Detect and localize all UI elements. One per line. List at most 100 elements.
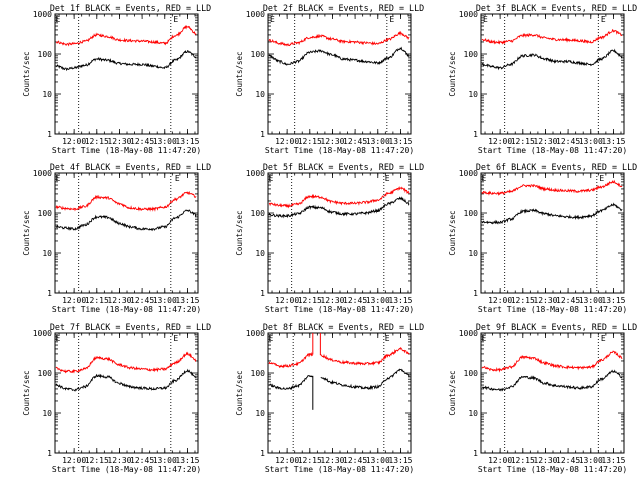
x-tick-label: 13:15: [601, 456, 625, 465]
x-tick-label: 13:00: [153, 137, 177, 146]
x-tick-label: 12:30: [320, 456, 344, 465]
x-tick-label: 12:15: [85, 456, 109, 465]
y-axis-label: Counts/sec: [235, 210, 244, 255]
x-tick-label: 12:00: [62, 456, 86, 465]
x-axis-label: Start Time (18-May-08 11:47:20): [52, 305, 201, 314]
x-tick-label: 13:00: [153, 456, 177, 465]
panel-det-1: Det 1f BLACK = Events, RED = LLD 1 10 100 10…: [22, 3, 211, 155]
events-series-line: [268, 196, 410, 219]
x-tick-label: 13:00: [579, 296, 603, 305]
x-tick-label: 12:00: [62, 137, 86, 146]
events-series-line: [481, 48, 623, 71]
y-tick-label: 1: [473, 289, 478, 298]
y-tick-label: 1: [47, 449, 52, 458]
panel-det-4: Det 4f BLACK = Events, RED = LLD 1 10 100 10…: [22, 162, 211, 314]
events-series-line: [55, 49, 197, 72]
plot-frame: [480, 172, 625, 294]
plot-frame: [267, 172, 412, 294]
y-tick-label: 100: [251, 369, 266, 378]
y-tick-label: 10: [468, 90, 478, 99]
y-axis-label: Counts/sec: [22, 370, 31, 415]
y-tick-label: 100: [464, 50, 479, 59]
e-marker: E: [481, 334, 486, 343]
plot-frame: [480, 332, 625, 454]
y-tick-label: 10: [468, 409, 478, 418]
x-tick-label: 12:15: [511, 456, 535, 465]
x-tick-label: 12:30: [107, 456, 131, 465]
panel-det-3: Det 3f BLACK = Events, RED = LLD 1 10 100 10…: [448, 3, 637, 155]
y-tick-label: 10: [255, 249, 265, 258]
y-axis-label: Counts/sec: [22, 210, 31, 255]
x-tick-label: 12:15: [511, 296, 535, 305]
x-tick-label: 12:00: [275, 456, 299, 465]
events-series-line: [481, 202, 623, 225]
x-tick-label: 12:30: [107, 296, 131, 305]
y-tick-label: 1: [260, 289, 265, 298]
lld-series-line: [268, 186, 410, 209]
y-tick-label: 1000: [459, 10, 478, 19]
e-marker: E: [268, 174, 273, 183]
y-tick-label: 1000: [459, 169, 478, 178]
x-tick-label: 12:30: [533, 456, 557, 465]
y-tick-label: 100: [38, 209, 53, 218]
panel-det-8: Det 8f BLACK = Events, RED = LLD 1 10 100 10…: [235, 322, 424, 474]
panel-det-5: Det 5f BLACK = Events, RED = LLD 1 10 100 10…: [235, 162, 424, 314]
x-tick-label: 12:45: [130, 456, 154, 465]
y-axis-label: Counts/sec: [235, 51, 244, 96]
panel-det-6: Det 6f BLACK = Events, RED = LLD 1 10 100 10…: [448, 162, 637, 314]
x-tick-label: 13:15: [388, 296, 412, 305]
x-tick-label: 12:15: [511, 137, 535, 146]
events-series-line: [55, 209, 197, 232]
lld-series-line: [55, 191, 197, 212]
y-axis-label: Counts/sec: [22, 51, 31, 96]
x-tick-label: 12:30: [320, 296, 344, 305]
x-tick-label: 13:00: [366, 456, 390, 465]
y-tick-label: 10: [468, 249, 478, 258]
events-series-line: [481, 369, 623, 392]
lld-series-line: [55, 351, 197, 374]
x-tick-label: 13:15: [388, 456, 412, 465]
y-tick-label: 1: [47, 289, 52, 298]
x-tick-label: 12:45: [556, 296, 580, 305]
plot-frame: [54, 13, 199, 135]
x-tick-label: 12:45: [343, 137, 367, 146]
e-marker: E: [173, 334, 178, 343]
e-marker: E: [385, 174, 390, 183]
e-marker: E: [55, 334, 60, 343]
x-tick-label: 13:15: [601, 137, 625, 146]
x-axis-label: Start Time (18-May-08 11:47:20): [265, 465, 414, 474]
lld-series-line: [268, 346, 410, 369]
x-tick-label: 12:30: [320, 137, 344, 146]
x-tick-label: 12:15: [298, 296, 322, 305]
x-axis-label: Start Time (18-May-08 11:47:20): [52, 146, 201, 155]
x-tick-label: 12:45: [556, 456, 580, 465]
y-tick-label: 10: [255, 90, 265, 99]
y-tick-label: 100: [464, 209, 479, 218]
panel-title: Det 5f BLACK = Events, RED = LLD: [263, 162, 424, 172]
y-axis-label: Counts/sec: [235, 370, 244, 415]
x-tick-label: 13:15: [388, 137, 412, 146]
x-tick-label: 12:45: [130, 137, 154, 146]
plot-frame: [54, 172, 199, 294]
x-tick-label: 12:00: [275, 296, 299, 305]
x-tick-label: 12:15: [298, 456, 322, 465]
panel-title: Det 4f BLACK = Events, RED = LLD: [50, 162, 211, 172]
x-tick-label: 12:45: [556, 137, 580, 146]
e-marker: E: [175, 174, 180, 183]
y-axis-label: Counts/sec: [448, 210, 457, 255]
events-series-line: [269, 46, 410, 66]
y-tick-label: 10: [42, 90, 52, 99]
y-tick-label: 1: [260, 449, 265, 458]
lld-series-line: [481, 28, 623, 45]
x-tick-label: 12:00: [488, 137, 512, 146]
lld-series-line: [481, 179, 623, 197]
e-marker: E: [268, 334, 273, 343]
y-tick-label: 100: [251, 50, 266, 59]
y-axis-label: Counts/sec: [448, 370, 457, 415]
panel-title: Det 2f BLACK = Events, RED = LLD: [263, 3, 424, 13]
e-marker: E: [481, 174, 486, 183]
y-tick-label: 1: [473, 130, 478, 139]
lld-series-line: [268, 30, 410, 47]
x-tick-label: 13:15: [601, 296, 625, 305]
